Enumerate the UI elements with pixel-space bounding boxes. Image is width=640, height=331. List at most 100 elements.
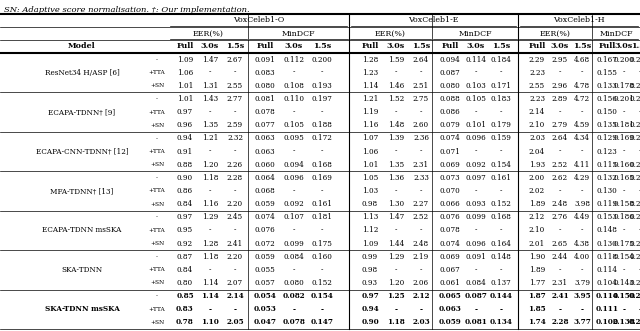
Text: 1.5s: 1.5s bbox=[492, 42, 510, 51]
Text: 1.31: 1.31 bbox=[202, 82, 218, 90]
Text: 1.93: 1.93 bbox=[529, 161, 545, 169]
Text: +SN: +SN bbox=[150, 202, 164, 207]
Text: EER(%): EER(%) bbox=[375, 29, 406, 37]
Text: MinDCF: MinDCF bbox=[282, 29, 316, 37]
Text: Full: Full bbox=[529, 42, 546, 51]
Text: 0.096: 0.096 bbox=[284, 174, 305, 182]
Text: 0.104: 0.104 bbox=[596, 279, 618, 287]
Text: 2.12: 2.12 bbox=[412, 292, 430, 300]
Text: -: - bbox=[395, 226, 397, 234]
Text: 0.188: 0.188 bbox=[312, 121, 332, 129]
Text: -: - bbox=[234, 266, 236, 274]
Text: 0.181: 0.181 bbox=[312, 213, 333, 221]
Text: 0.087: 0.087 bbox=[440, 69, 460, 77]
Text: -: - bbox=[500, 226, 502, 234]
Text: 0.093: 0.093 bbox=[466, 200, 486, 208]
Text: 0.115: 0.115 bbox=[596, 161, 618, 169]
Text: +SN: +SN bbox=[150, 162, 164, 167]
Text: 0.138: 0.138 bbox=[612, 318, 636, 326]
Text: +SN: +SN bbox=[150, 241, 164, 246]
Text: 0.105: 0.105 bbox=[284, 121, 305, 129]
Text: -: - bbox=[234, 148, 236, 156]
Text: 0.148: 0.148 bbox=[596, 226, 618, 234]
Text: 0.059: 0.059 bbox=[255, 253, 275, 261]
Text: 0.143: 0.143 bbox=[614, 279, 634, 287]
Text: VoxCeleb1-H: VoxCeleb1-H bbox=[553, 17, 605, 24]
Text: 0.160: 0.160 bbox=[312, 253, 332, 261]
Text: 4.68: 4.68 bbox=[574, 56, 590, 64]
Text: 0.152: 0.152 bbox=[312, 279, 332, 287]
Text: -: - bbox=[580, 69, 583, 77]
Text: 1.18: 1.18 bbox=[202, 174, 218, 182]
Text: 0.061: 0.061 bbox=[440, 279, 460, 287]
Text: VoxCeleb1-E: VoxCeleb1-E bbox=[408, 17, 459, 24]
Text: 0.99: 0.99 bbox=[362, 253, 378, 261]
Text: 0.134: 0.134 bbox=[490, 318, 513, 326]
Text: -: - bbox=[209, 148, 211, 156]
Text: 1.30: 1.30 bbox=[388, 200, 404, 208]
Text: -: - bbox=[580, 305, 584, 313]
Text: 2.14: 2.14 bbox=[226, 292, 244, 300]
Text: 1.07: 1.07 bbox=[362, 134, 378, 142]
Text: 0.073: 0.073 bbox=[440, 174, 460, 182]
Text: 1.16: 1.16 bbox=[362, 121, 378, 129]
Text: 0.247: 0.247 bbox=[630, 161, 640, 169]
Text: -: - bbox=[321, 108, 323, 116]
Text: 0.099: 0.099 bbox=[466, 213, 486, 221]
Text: 2.75: 2.75 bbox=[413, 95, 429, 103]
Text: 0.274: 0.274 bbox=[630, 121, 640, 129]
Text: 0.178: 0.178 bbox=[614, 82, 634, 90]
Text: -: - bbox=[395, 148, 397, 156]
Text: -: - bbox=[639, 187, 640, 195]
Text: 0.255: 0.255 bbox=[630, 134, 640, 142]
Text: 1.28: 1.28 bbox=[362, 56, 378, 64]
Text: 0.172: 0.172 bbox=[312, 134, 332, 142]
Text: 2.32: 2.32 bbox=[227, 134, 243, 142]
Text: 0.132: 0.132 bbox=[596, 174, 618, 182]
Text: 1.35: 1.35 bbox=[388, 161, 404, 169]
Text: -: - bbox=[395, 108, 397, 116]
Text: -: - bbox=[500, 266, 502, 274]
Text: 0.063: 0.063 bbox=[255, 134, 275, 142]
Text: 0.94: 0.94 bbox=[177, 134, 193, 142]
Text: -: - bbox=[580, 148, 583, 156]
Text: 0.241: 0.241 bbox=[628, 292, 640, 300]
Text: -: - bbox=[156, 57, 158, 62]
Text: 0.161: 0.161 bbox=[490, 174, 511, 182]
Text: -: - bbox=[580, 108, 583, 116]
Text: MinDCF: MinDCF bbox=[599, 29, 633, 37]
Text: 0.272: 0.272 bbox=[630, 82, 640, 90]
Text: -: - bbox=[559, 305, 561, 313]
Text: 1.14: 1.14 bbox=[202, 279, 218, 287]
Text: 0.084: 0.084 bbox=[284, 253, 305, 261]
Text: 0.181: 0.181 bbox=[614, 121, 634, 129]
Text: 0.154: 0.154 bbox=[310, 292, 333, 300]
Text: 2.51: 2.51 bbox=[413, 82, 429, 90]
Text: 0.091: 0.091 bbox=[255, 56, 275, 64]
Text: 0.150: 0.150 bbox=[612, 292, 636, 300]
Text: 1.59: 1.59 bbox=[388, 56, 404, 64]
Text: 4.72: 4.72 bbox=[574, 95, 590, 103]
Text: 0.077: 0.077 bbox=[255, 121, 275, 129]
Text: 2.62: 2.62 bbox=[552, 174, 568, 182]
Text: 0.252: 0.252 bbox=[630, 174, 640, 182]
Text: 0.114: 0.114 bbox=[596, 266, 618, 274]
Text: 0.88: 0.88 bbox=[177, 161, 193, 169]
Text: 0.94: 0.94 bbox=[361, 305, 379, 313]
Text: 0.156: 0.156 bbox=[596, 95, 618, 103]
Text: -: - bbox=[500, 108, 502, 116]
Text: 2.07: 2.07 bbox=[227, 279, 243, 287]
Text: -: - bbox=[209, 266, 211, 274]
Text: 1.06: 1.06 bbox=[362, 148, 378, 156]
Text: 3.0s: 3.0s bbox=[201, 42, 219, 51]
Text: 3.0s: 3.0s bbox=[551, 42, 569, 51]
Text: 0.059: 0.059 bbox=[255, 200, 275, 208]
Text: 1.47: 1.47 bbox=[388, 213, 404, 221]
Text: 0.91: 0.91 bbox=[177, 148, 193, 156]
Text: 0.183: 0.183 bbox=[491, 95, 511, 103]
Text: -: - bbox=[321, 266, 323, 274]
Text: 0.111: 0.111 bbox=[595, 305, 618, 313]
Text: 0.092: 0.092 bbox=[466, 161, 486, 169]
Text: +TTA: +TTA bbox=[148, 188, 165, 194]
Text: -: - bbox=[292, 266, 295, 274]
